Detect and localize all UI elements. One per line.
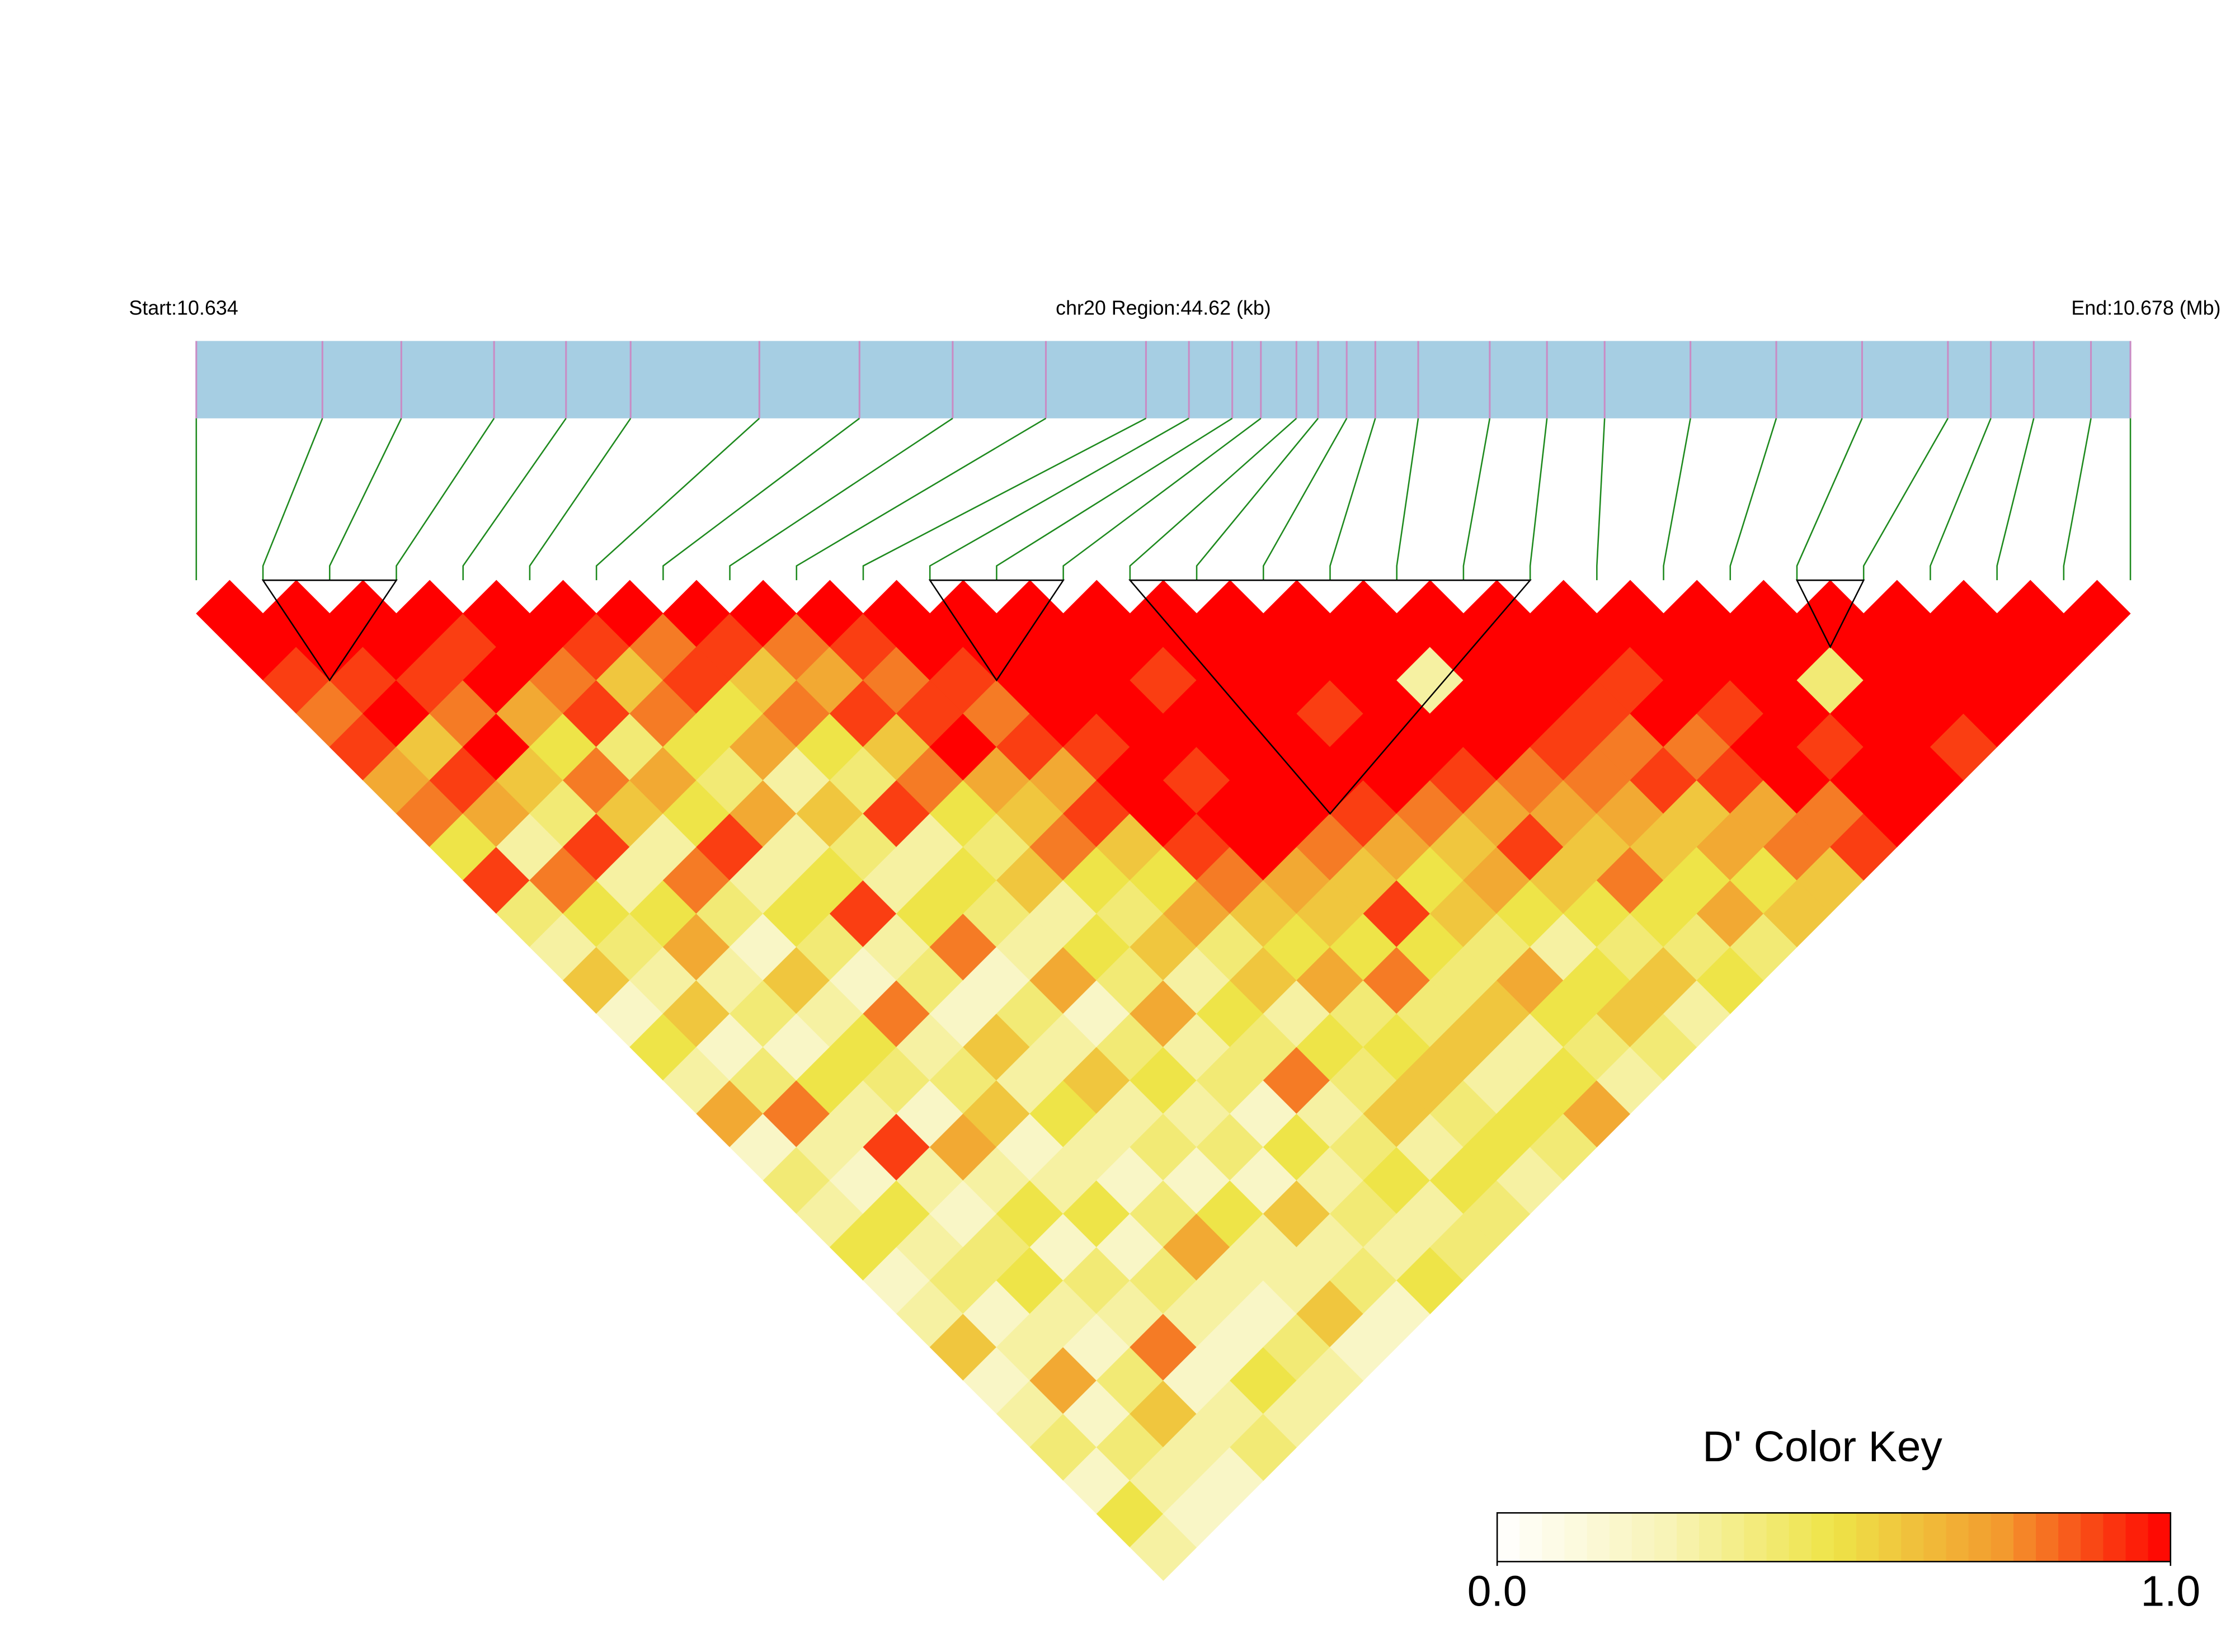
color-key-step <box>1587 1513 1610 1562</box>
snp-link <box>1062 417 1262 581</box>
haplotype-block <box>1128 579 1532 815</box>
snp-link <box>1996 418 2035 581</box>
color-key-step <box>1968 1513 1992 1562</box>
color-key-step <box>1991 1513 2014 1562</box>
color-key-step <box>1519 1513 1543 1562</box>
color-key-step <box>1766 1513 1790 1562</box>
color-key-step <box>1789 1513 1812 1562</box>
color-key-step <box>1631 1513 1655 1562</box>
color-key-tick-label: 1.0 <box>2140 1568 2200 1616</box>
snp-link <box>1462 418 1491 581</box>
snp-link <box>862 417 1147 581</box>
color-key-step <box>1497 1513 1521 1562</box>
snp-link <box>1796 418 1863 581</box>
haplotype-block <box>928 579 1065 682</box>
color-key-frame <box>1496 1512 2172 1562</box>
end-label: End:10.678 (Mb) <box>2071 297 2220 319</box>
color-key-step <box>2148 1513 2171 1562</box>
snp-link <box>1129 417 1297 581</box>
gene-bar <box>196 341 2131 418</box>
snp-link <box>2063 418 2092 581</box>
color-key-step <box>1654 1513 1677 1562</box>
snp-link <box>1729 418 1777 581</box>
color-key-title: D' Color Key <box>1702 1423 1942 1471</box>
color-key-step <box>1879 1513 1902 1562</box>
color-key-step <box>1677 1513 1700 1562</box>
color-key-step <box>1946 1513 1969 1562</box>
snp-link <box>796 417 1047 581</box>
snp-link <box>1862 418 1949 581</box>
snp-link <box>529 418 632 581</box>
haplotype-block <box>261 579 398 682</box>
color-key-step <box>1542 1513 1565 1562</box>
snp-link <box>1262 418 1348 581</box>
color-key-step <box>2058 1513 2082 1562</box>
snp-link <box>595 417 760 581</box>
snp-link <box>1329 418 1376 581</box>
color-key-step <box>2036 1513 2059 1562</box>
snp-link <box>1396 418 1419 581</box>
snp-link <box>996 417 1233 581</box>
snp-link <box>462 418 567 581</box>
snp-link <box>1596 418 1606 581</box>
snp-link <box>929 417 1189 581</box>
haplotype-block <box>1795 579 1865 649</box>
start-label: Start:10.634 <box>129 297 238 319</box>
snp-link <box>1930 418 1992 581</box>
ld-cell <box>2063 580 2131 647</box>
color-key-step <box>1564 1513 1588 1562</box>
snp-link <box>1196 417 1319 581</box>
color-key-tick-label: 0.0 <box>1467 1568 1527 1616</box>
snp-link <box>396 418 495 581</box>
color-key-step <box>2103 1513 2126 1562</box>
snp-link <box>328 418 402 581</box>
color-key-step <box>1811 1513 1834 1562</box>
color-key-step <box>1721 1513 1745 1562</box>
color-key-step <box>1856 1513 1879 1562</box>
color-key-step <box>2013 1513 2036 1562</box>
region-label: chr20 Region:44.62 (kb) <box>1056 297 1271 319</box>
color-key-step <box>1609 1513 1632 1562</box>
color-key-step <box>1744 1513 1767 1562</box>
snp-link <box>262 418 323 581</box>
snp-link <box>1663 418 1691 581</box>
color-key-step <box>1833 1513 1857 1562</box>
snp-link <box>662 417 860 581</box>
color-key-step <box>1699 1513 1723 1562</box>
color-key-step <box>1901 1513 1925 1562</box>
snp-link <box>729 417 953 581</box>
color-key-step <box>1923 1513 1947 1562</box>
snp-link <box>1529 418 1548 581</box>
color-key-step <box>2125 1513 2149 1562</box>
color-key-step <box>2081 1513 2104 1562</box>
